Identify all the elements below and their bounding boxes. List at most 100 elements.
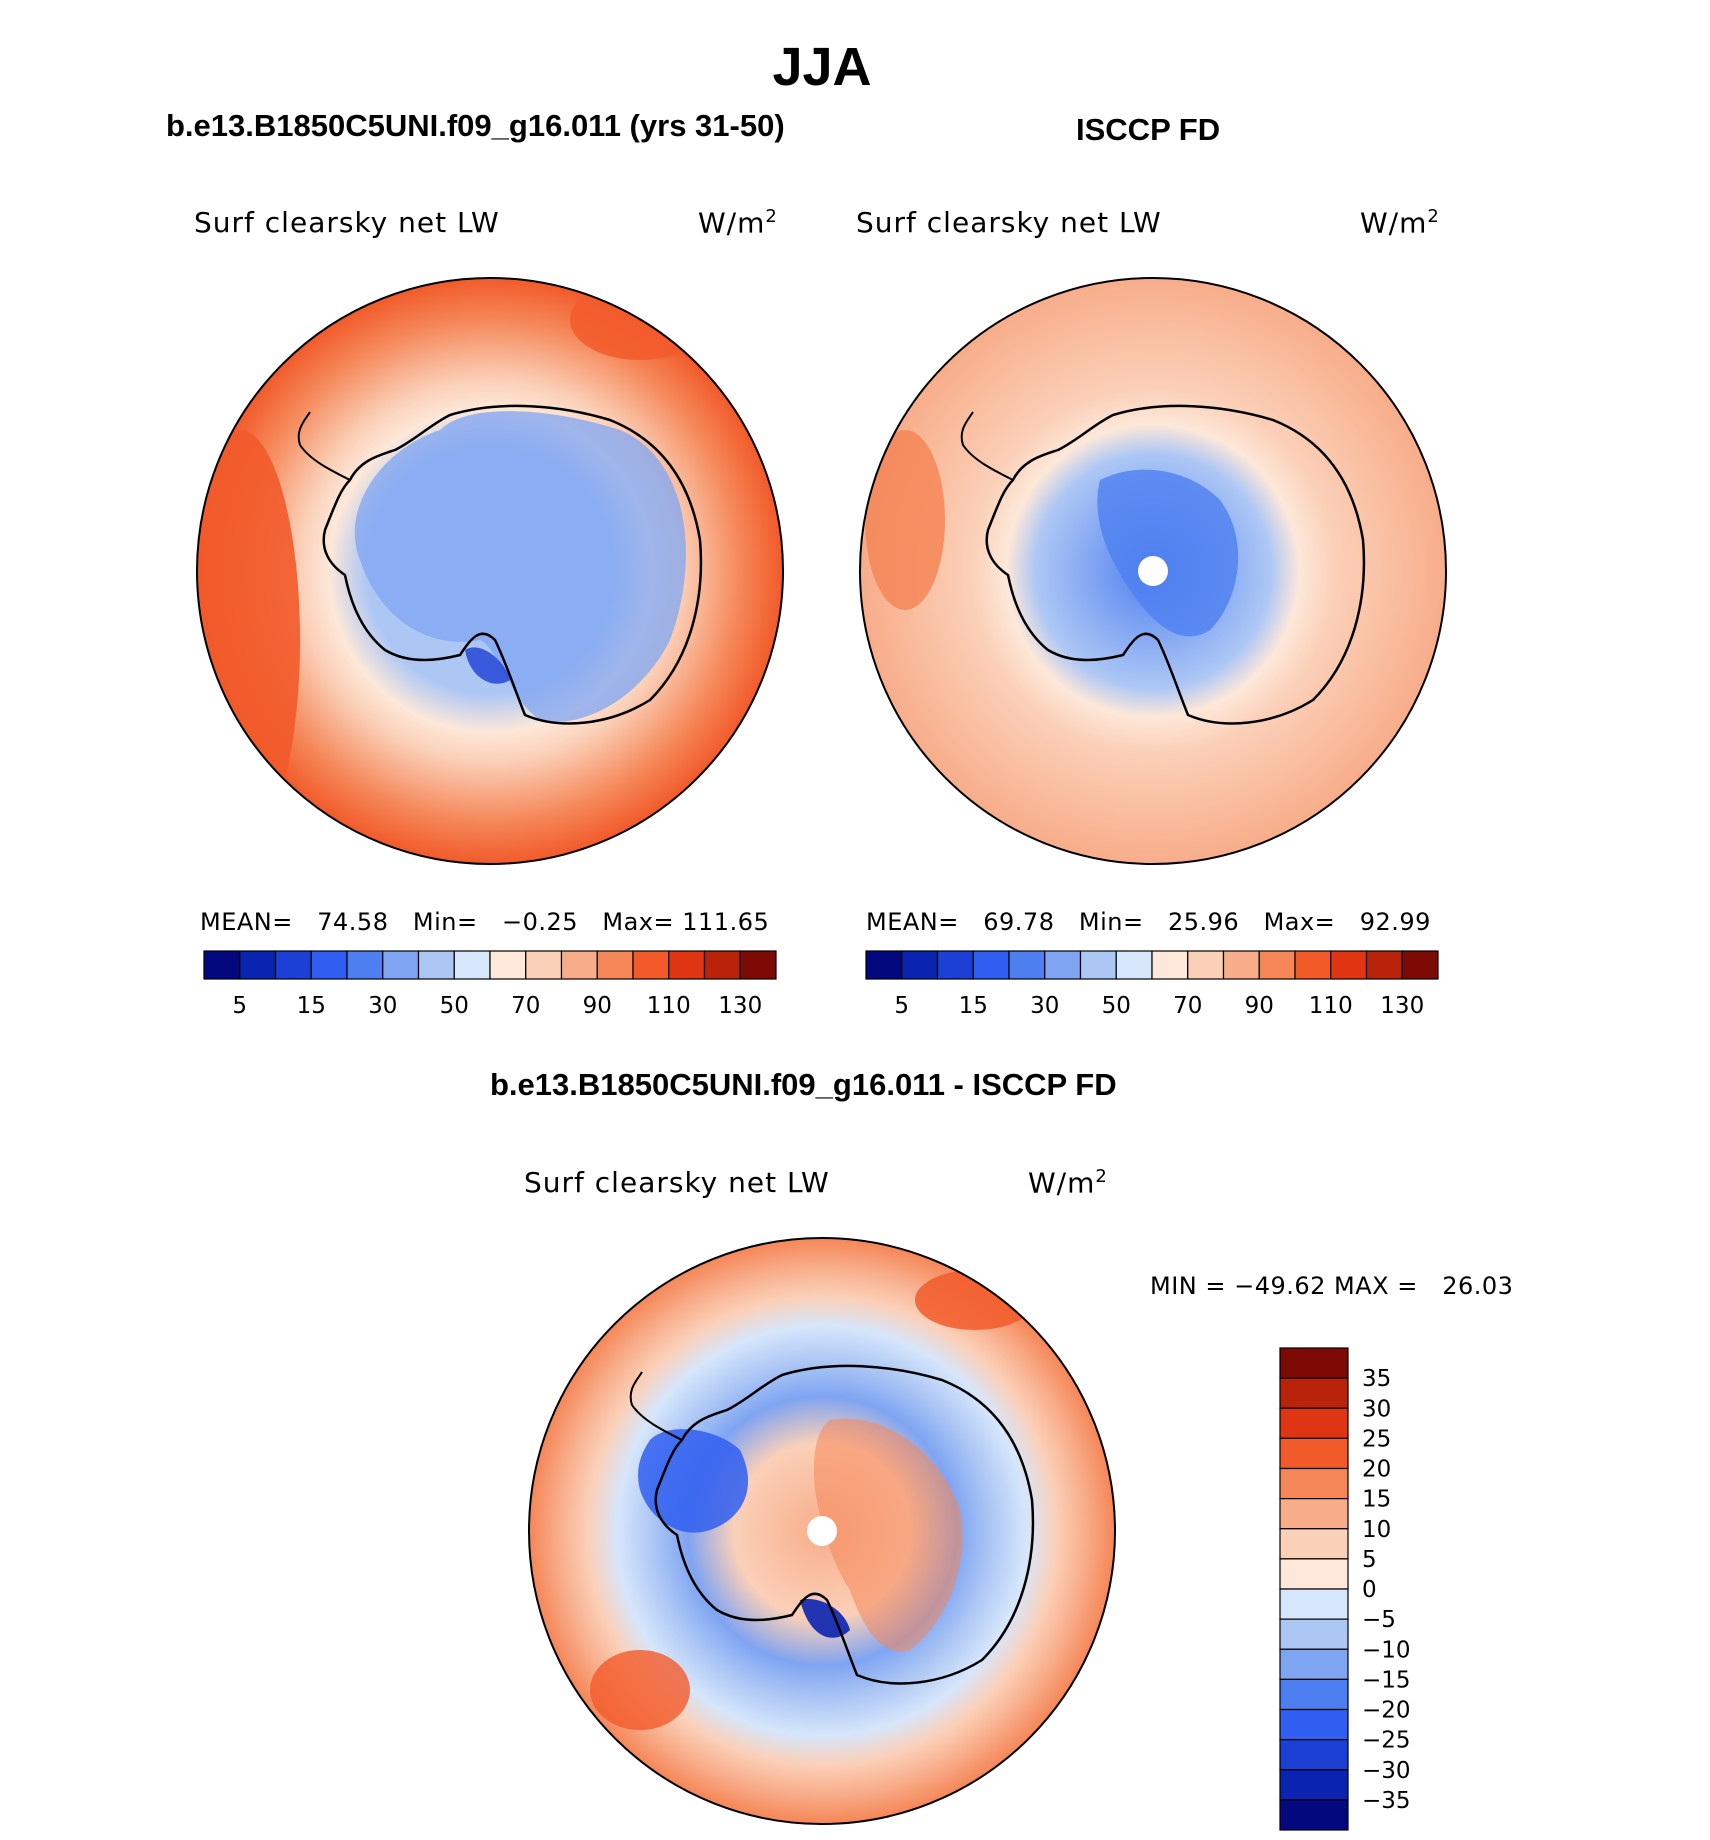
panel1-colorbar-tick-label: 50 [440, 993, 469, 1019]
diff-colorbar-box [1279, 1769, 1349, 1801]
diff-colorbar-box [1279, 1558, 1349, 1590]
diff-variable-label: Surf clearsky net LW [524, 1166, 830, 1199]
panel2-colorbar-box [1258, 950, 1296, 980]
diff-colorbar-tick-label: 10 [1362, 1517, 1391, 1543]
panel1-colorbar-box [525, 950, 563, 980]
diff-colorbar-tick-label: −5 [1362, 1607, 1396, 1633]
panel2-colorbar-box [1365, 950, 1403, 980]
diff-colorbar-tick-label: 20 [1362, 1457, 1391, 1483]
diff-colorbar-box [1279, 1498, 1349, 1530]
panel1-warm-band-west [197, 430, 300, 850]
panel1-units: W/m2 [698, 206, 778, 240]
panel2-stats: MEAN= 69.78 Min= 25.96 Max= 92.99 [866, 908, 1431, 936]
panel2-colorbar-box [936, 950, 974, 980]
panel2-colorbar-box [865, 950, 903, 980]
diff-map-border [528, 1237, 1116, 1825]
diff-colorbar-box [1279, 1377, 1349, 1409]
diff-colorbar-tick-label: 0 [1362, 1577, 1377, 1603]
panel2-variable-label: Surf clearsky net LW [856, 206, 1162, 239]
panel1-variable-label: Surf clearsky net LW [194, 206, 500, 239]
panel2-colorbar-box [1222, 950, 1260, 980]
panel1-colorbar-tick-label: 130 [718, 993, 762, 1019]
panel2-warm-patch-west [865, 430, 945, 610]
diff-colorbar-tick-label: 35 [1362, 1366, 1391, 1392]
panel1-colorbar-tick-label: 30 [368, 993, 397, 1019]
panel1-ross-low [465, 647, 510, 684]
diff-colorbar-box [1279, 1799, 1349, 1831]
panel2-colorbar-box [1151, 950, 1189, 980]
panel1-colorbar-box [703, 950, 741, 980]
panel1-map [196, 277, 784, 865]
panel2-map [859, 277, 1447, 865]
diff-minmax: MIN = −49.62 MAX = 26.03 [1150, 1272, 1514, 1300]
panel2-colorbar-box [1330, 950, 1368, 980]
panel1-colorbar-box [739, 950, 777, 980]
panel2-colorbar-tick-label: 110 [1309, 993, 1353, 1019]
panel2-colorbar-box [1401, 950, 1439, 980]
diff-colorbar-box [1279, 1588, 1349, 1620]
panel2-colorbar-tick-label: 50 [1102, 993, 1131, 1019]
panel1-colorbar-tick-label: 5 [232, 993, 247, 1019]
panel2-colorbar-box [1008, 950, 1046, 980]
diff-colorbar-tick-label: 5 [1362, 1547, 1377, 1573]
figure-title: JJA [772, 37, 872, 97]
diff-colorbar-box [1279, 1648, 1349, 1680]
panel1-colorbar-box [239, 950, 277, 980]
panel1-ice-sheet-field [354, 411, 686, 722]
panel2-colorbar-tick-label: 90 [1245, 993, 1274, 1019]
diff-colorbar-tick-label: 15 [1362, 1487, 1391, 1513]
diff-peninsula-coastline [629, 1371, 683, 1441]
panel2-interior-low [1097, 469, 1239, 637]
panel2-case-title: ISCCP FD [1076, 112, 1221, 147]
diff-colorbar-tick-label: −35 [1362, 1788, 1411, 1814]
diff-colorbar-tick-label: −20 [1362, 1698, 1411, 1724]
diff-colorbar-box [1279, 1407, 1349, 1439]
panel1-map-border [196, 277, 784, 865]
panel2-colorbar-tick-label: 130 [1380, 993, 1424, 1019]
panel1-case-title: b.e13.B1850C5UNI.f09_g16.011 (yrs 31-50) [166, 108, 785, 143]
panel1-colorbar-tick-label: 90 [583, 993, 612, 1019]
panel1-colorbar-box [596, 950, 634, 980]
panel1-colorbar-tick-label: 110 [647, 993, 691, 1019]
diff-colorbar: 35 30 25 20 15 10 5 0 −5 −10 −15 −20 −25 −30 −35 [1279, 1347, 1411, 1831]
panel2-colorbar-box [1079, 950, 1117, 980]
panel1-colorbar-box [489, 950, 527, 980]
diff-colorbar-box [1279, 1467, 1349, 1500]
diff-colorbar-tick-label: 30 [1362, 1396, 1391, 1422]
diff-colorbar-tick-label: −30 [1362, 1758, 1411, 1784]
panel1-colorbar-box [453, 950, 491, 980]
panel1-colorbar-box [203, 950, 241, 980]
panel1-antarctica-coastline [322, 404, 703, 725]
panel2-colorbar-box [972, 950, 1010, 980]
panel2-colorbar-tick-label: 5 [894, 993, 909, 1019]
panel1-colorbar-box [668, 950, 706, 980]
panel2-units: W/m2 [1360, 206, 1440, 240]
panel1-peninsula-coastline [297, 411, 351, 481]
panel2-colorbar-tick-label: 15 [959, 993, 988, 1019]
diff-colorbar-box [1279, 1708, 1349, 1741]
panel1-colorbar-box [632, 950, 670, 980]
panel2-colorbar: 5 15 30 50 70 90 110 130 [865, 950, 1439, 1019]
diff-colorbar-box [1279, 1528, 1349, 1560]
diff-colorbar-box [1279, 1678, 1349, 1711]
diff-colorbar-tick-label: −15 [1362, 1667, 1411, 1693]
diff-warm-patch-north [915, 1270, 1035, 1330]
diff-colorbar-tick-label: −25 [1362, 1728, 1411, 1754]
diff-map [528, 1237, 1116, 1825]
panel1-colorbar-tick-label: 15 [297, 993, 326, 1019]
diff-pole-gap [807, 1516, 837, 1546]
diff-colorbar-box [1279, 1739, 1349, 1771]
panel1-colorbar-box [417, 950, 455, 980]
panel2-colorbar-box [1187, 950, 1225, 980]
panel2-map-border [859, 277, 1447, 865]
panel2-colorbar-tick-label: 30 [1030, 993, 1059, 1019]
diff-colorbar-tick-label: −10 [1362, 1637, 1411, 1663]
panel2-pole-gap [1138, 556, 1168, 586]
panel1-colorbar: 5 15 30 50 70 90 110 130 [203, 950, 777, 1019]
panel1-colorbar-box [310, 950, 348, 980]
diff-case-title: b.e13.B1850C5UNI.f09_g16.011 - ISCCP FD [490, 1067, 1117, 1102]
panel2-colorbar-box [1294, 950, 1332, 980]
panel1-colorbar-box [560, 950, 598, 980]
diff-interior-warm [813, 1418, 963, 1652]
